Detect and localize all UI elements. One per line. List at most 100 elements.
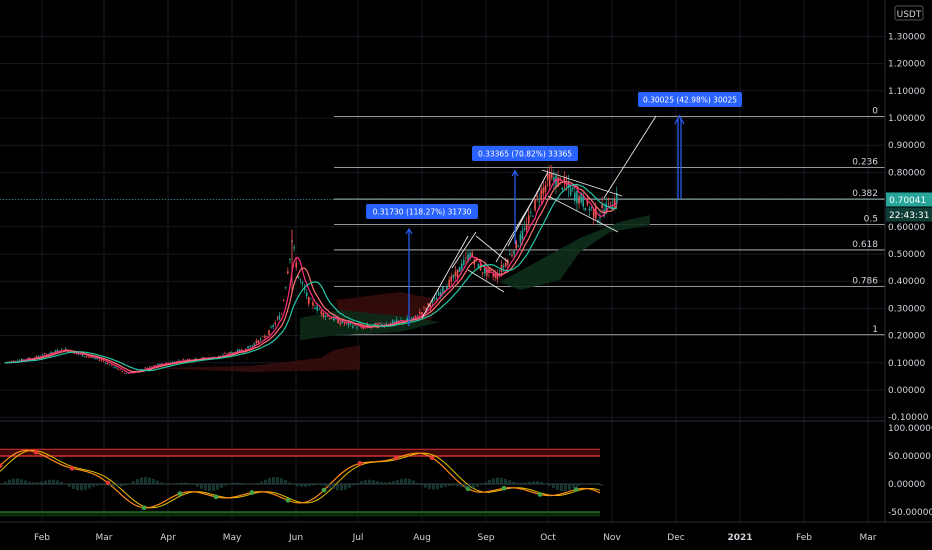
candle-body	[169, 362, 172, 364]
candle-body	[111, 364, 113, 366]
stoch-hist-bar	[536, 481, 539, 484]
stoch-hist-bar	[212, 484, 215, 491]
trend-drawings	[421, 115, 657, 319]
stoch-hist-bar	[408, 479, 411, 484]
time-axis[interactable]: Feb Mar Apr May Jun Jul Aug Sep Oct Nov Dec 2021 Feb…	[0, 521, 932, 543]
candle-body	[81, 354, 84, 357]
candle-body	[238, 349, 241, 352]
stoch-hist-bar	[80, 484, 83, 491]
price-axis[interactable]: USDT 1.30000 1.20000 1.10000 1.00000 0.90000 0…	[884, 0, 932, 550]
candle-body	[100, 359, 103, 361]
candle-body	[211, 356, 214, 358]
price-tick-label: 0.40000	[888, 277, 925, 287]
candle-body	[35, 356, 38, 358]
candle-body	[379, 322, 381, 324]
stoch-hist-bar	[32, 482, 35, 484]
candle-body	[328, 318, 331, 320]
stoch-hist-bar	[472, 484, 475, 489]
callout-1-box	[366, 204, 478, 219]
stoch-cross-dot	[393, 455, 399, 461]
candle-body	[362, 326, 365, 329]
candle-body	[433, 297, 436, 299]
candle-body	[456, 269, 459, 278]
stoch-hist-bar	[580, 484, 583, 485]
stoch-hist-bar	[192, 484, 195, 485]
candle-body	[460, 263, 463, 270]
stoch-hist-bar	[348, 484, 351, 488]
candle-body	[444, 290, 446, 292]
stoch-hist-bar	[72, 484, 75, 489]
candle-body	[525, 224, 528, 231]
candle-body	[297, 275, 300, 279]
fib-label-0-236: 0.236	[852, 158, 878, 168]
stoch-hist-bar	[384, 482, 387, 484]
candle-body	[588, 208, 591, 211]
stoch-hist-bar	[548, 484, 551, 486]
candle-body	[469, 253, 471, 258]
candle-body	[553, 177, 555, 181]
callout-3-box	[638, 92, 742, 107]
candle-body	[406, 318, 409, 321]
candle-body	[96, 357, 98, 359]
stoch-hist-bar	[328, 484, 331, 488]
candle-body	[496, 273, 499, 280]
candle-body	[219, 355, 222, 357]
stoch-hist-bar	[4, 481, 7, 484]
candle-body	[517, 246, 520, 247]
stoch-hist-bar	[308, 484, 311, 487]
candle-body	[333, 316, 335, 321]
candle-body	[615, 193, 618, 205]
price-tick-label: -0.10000	[888, 413, 929, 423]
candle-body	[4, 362, 6, 364]
stoch-hist-bar	[36, 482, 39, 484]
candle-body	[475, 258, 478, 260]
candle-body	[548, 172, 551, 187]
candle-body	[502, 265, 505, 267]
fib-label-1: 1	[872, 325, 878, 335]
fib-label-0: 0	[872, 107, 878, 117]
stoch-hist-bar	[572, 484, 575, 489]
candle-body	[322, 312, 325, 317]
stoch-hist-bar	[496, 477, 499, 484]
candle-body	[161, 363, 163, 365]
time-tick-label: Oct	[540, 533, 556, 543]
flag-1-upper	[475, 235, 509, 263]
candle-body	[94, 357, 96, 359]
price-tick-label: 1.20000	[888, 60, 925, 70]
candle-body	[98, 359, 101, 361]
fib-levels: 0 0.236 0.382 0.5 0.618 0.786 1	[0, 107, 885, 336]
candle-body	[299, 279, 302, 280]
stoch-hist-bar	[44, 480, 47, 484]
stoch-hist-bar	[428, 484, 431, 490]
candle-body	[48, 353, 50, 355]
stoch-hist-bar	[320, 484, 323, 486]
arrow-3-head	[674, 114, 685, 125]
candle-body	[278, 315, 281, 320]
stoch-hist-bar	[256, 483, 259, 484]
candle-body	[532, 216, 534, 217]
stoch-hist-bar	[236, 482, 239, 484]
fib-label-0-786: 0.786	[852, 276, 878, 286]
stoch-hist-bar	[336, 484, 339, 491]
candle-body	[467, 254, 469, 262]
stoch-hist-bar	[60, 481, 63, 484]
stoch-hist-bar	[404, 478, 407, 484]
stoch-hist-bar	[216, 484, 219, 490]
candle-body	[18, 360, 21, 361]
candle-body	[75, 353, 78, 354]
candle-body	[152, 365, 155, 367]
stoch-hist-bar	[276, 477, 279, 484]
stoch-hist-bar	[360, 480, 363, 484]
candle-body	[463, 259, 465, 265]
stoch-hist-bar	[232, 482, 235, 484]
stoch-hist-bar	[388, 482, 391, 484]
stoch-hist-bar	[552, 484, 555, 489]
stoch-cross-dot	[141, 505, 147, 511]
candle-body	[307, 296, 310, 304]
candle-body	[513, 251, 515, 255]
candle-body	[230, 352, 233, 354]
price-tick-label: 0.50000	[888, 250, 925, 260]
stoch-hist-bar	[152, 478, 155, 484]
projection-line	[603, 115, 657, 199]
stoch-hist-bar	[96, 484, 99, 486]
